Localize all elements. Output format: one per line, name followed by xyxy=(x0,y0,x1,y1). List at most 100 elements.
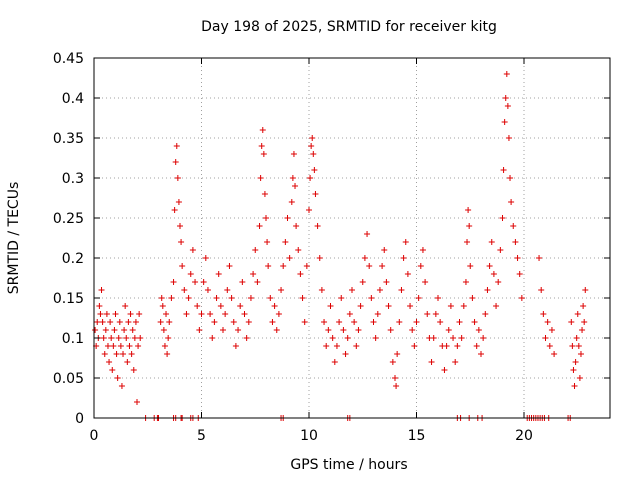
data-point xyxy=(178,239,185,245)
data-point xyxy=(342,351,349,357)
data-point xyxy=(437,319,444,325)
data-point xyxy=(288,199,295,205)
data-point xyxy=(115,335,122,341)
data-point xyxy=(349,287,355,293)
data-point xyxy=(286,255,293,261)
data-point xyxy=(490,271,497,277)
data-point xyxy=(114,375,121,381)
y-tick-label: 0.1 xyxy=(62,331,84,347)
data-point xyxy=(165,335,172,341)
x-axis-label: GPS time / hours xyxy=(290,457,407,473)
y-tick-label: 0.05 xyxy=(53,371,84,387)
data-point xyxy=(441,367,448,373)
data-point xyxy=(92,327,99,333)
data-point xyxy=(185,295,192,301)
data-point xyxy=(447,303,454,309)
data-point xyxy=(200,279,207,285)
data-point xyxy=(109,367,116,373)
data-point xyxy=(226,263,233,269)
data-point xyxy=(243,335,250,341)
data-point xyxy=(460,303,467,309)
data-point xyxy=(411,343,418,349)
data-point xyxy=(445,327,452,333)
data-point xyxy=(173,143,180,149)
plot-frame xyxy=(93,57,611,419)
data-point xyxy=(486,263,493,269)
data-point xyxy=(404,271,411,277)
x-tick-label: 15 xyxy=(408,428,426,444)
data-point xyxy=(428,359,435,365)
data-point xyxy=(387,327,394,333)
data-point xyxy=(112,311,119,317)
data-point xyxy=(372,335,379,341)
data-point xyxy=(159,303,166,309)
chart-title: Day 198 of 2025, SRMTID for receiver kit… xyxy=(201,19,497,35)
data-point xyxy=(99,319,106,325)
data-point xyxy=(290,151,297,157)
data-point xyxy=(572,359,579,365)
data-point xyxy=(260,151,267,157)
data-point xyxy=(228,295,235,301)
data-point xyxy=(111,327,118,333)
data-point xyxy=(123,335,130,341)
data-point xyxy=(466,223,473,229)
data-point xyxy=(366,263,373,269)
y-tick-label: 0 xyxy=(75,411,84,427)
data-point xyxy=(389,359,396,365)
data-point xyxy=(183,311,190,317)
data-point xyxy=(179,263,186,269)
data-point xyxy=(475,327,482,333)
data-point xyxy=(500,167,507,173)
data-point xyxy=(289,175,296,181)
data-point xyxy=(194,303,201,309)
data-point xyxy=(396,319,403,325)
data-point xyxy=(546,343,553,349)
y-tick-label: 0.35 xyxy=(53,131,84,147)
data-point xyxy=(344,335,351,341)
data-point xyxy=(409,327,416,333)
data-point xyxy=(172,159,179,165)
data-point xyxy=(359,279,366,285)
data-point xyxy=(104,343,111,349)
data-point xyxy=(392,375,398,381)
data-point xyxy=(417,263,424,269)
data-point xyxy=(237,303,244,309)
data-point xyxy=(346,311,353,317)
data-point xyxy=(292,183,299,189)
data-point xyxy=(394,351,401,357)
data-point xyxy=(181,287,188,293)
data-point xyxy=(482,311,489,317)
data-point xyxy=(264,239,271,245)
data-point xyxy=(379,263,386,269)
data-point xyxy=(261,191,268,197)
data-point xyxy=(230,319,237,325)
y-tick-label: 0.4 xyxy=(62,91,84,107)
data-point xyxy=(316,255,323,261)
data-point xyxy=(573,335,580,341)
data-point xyxy=(458,335,465,341)
data-point xyxy=(103,311,110,317)
data-point xyxy=(507,175,514,181)
data-point xyxy=(303,263,310,269)
data-point xyxy=(192,279,199,285)
data-point xyxy=(544,319,551,325)
data-point xyxy=(168,295,175,301)
data-point xyxy=(110,343,117,349)
data-point xyxy=(402,239,409,245)
data-point xyxy=(224,287,231,293)
data-point xyxy=(250,271,257,277)
data-point xyxy=(96,303,103,309)
data-point xyxy=(512,239,519,245)
data-point xyxy=(574,311,581,317)
data-point xyxy=(121,327,128,333)
data-point xyxy=(508,199,515,205)
data-point xyxy=(327,303,334,309)
data-point xyxy=(415,295,422,301)
data-point xyxy=(284,215,291,221)
data-point xyxy=(355,327,362,333)
data-point xyxy=(107,319,114,325)
data-point xyxy=(312,191,319,197)
data-point xyxy=(124,359,131,365)
data-point xyxy=(484,287,491,293)
